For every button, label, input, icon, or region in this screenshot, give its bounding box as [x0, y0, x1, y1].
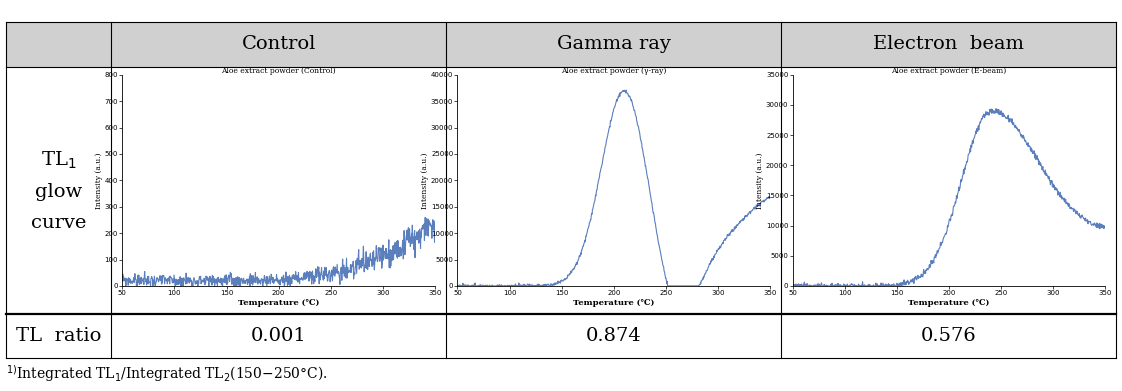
Title: Aloe extract powder (γ-ray): Aloe extract powder (γ-ray) — [561, 66, 666, 75]
Bar — [6, 22, 1116, 67]
Title: Aloe extract powder (E-beam): Aloe extract powder (E-beam) — [891, 66, 1006, 75]
Y-axis label: Intensity (a.u.): Intensity (a.u.) — [95, 152, 103, 208]
Text: 0.576: 0.576 — [921, 327, 977, 345]
Text: Control: Control — [241, 35, 316, 53]
Text: 0.001: 0.001 — [251, 327, 306, 345]
Text: $^{1)}$Integrated TL$_1$/Integrated TL$_2$(150$-$250$\degree$C).: $^{1)}$Integrated TL$_1$/Integrated TL$_… — [6, 363, 328, 384]
Text: TL$_1$
glow
curve: TL$_1$ glow curve — [30, 149, 86, 232]
X-axis label: Temperature (℃): Temperature (℃) — [573, 299, 654, 307]
X-axis label: Temperature (℃): Temperature (℃) — [238, 299, 320, 307]
Y-axis label: Intensity (a.u.): Intensity (a.u.) — [756, 152, 764, 208]
Y-axis label: Intensity (a.u.): Intensity (a.u.) — [422, 152, 430, 208]
Title: Aloe extract powder (Control): Aloe extract powder (Control) — [221, 66, 335, 75]
Text: TL  ratio: TL ratio — [16, 327, 101, 345]
Text: 0.874: 0.874 — [586, 327, 642, 345]
Text: Electron  beam: Electron beam — [873, 35, 1024, 53]
Text: Gamma ray: Gamma ray — [557, 35, 671, 53]
X-axis label: Temperature (℃): Temperature (℃) — [908, 299, 990, 307]
